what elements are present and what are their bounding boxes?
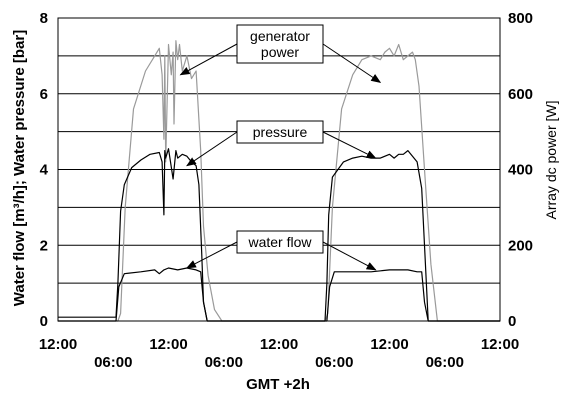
annotation-label: pressure — [253, 124, 308, 140]
right-y-tick-label: 600 — [508, 86, 533, 103]
annotation-label: generator — [250, 28, 310, 44]
x-tick-label: 12:00 — [260, 336, 298, 353]
annotation-arrow — [322, 241, 377, 271]
right-y-tick-label: 400 — [508, 162, 533, 179]
left-y-axis-label: Water flow [m³/h]; Water pressure [bar] — [11, 30, 28, 306]
x-tick-label: 06:00 — [94, 354, 132, 371]
right-y-tick-labels: 0 200 400 600 800 — [508, 10, 533, 330]
annotation-arrow — [322, 43, 382, 83]
annotation-label: water flow — [247, 234, 312, 250]
right-y-axis-label: Array dc power [W] — [543, 100, 559, 219]
annotation-label: power — [261, 44, 299, 60]
right-y-tick-label: 0 — [508, 313, 516, 330]
left-y-tick-label: 8 — [40, 10, 48, 27]
plot-area-frame — [57, 17, 501, 322]
annotation-arrow — [179, 43, 238, 76]
series-line-power — [58, 40, 500, 322]
annotation-arrow — [322, 131, 377, 159]
series-line-pressure — [58, 148, 500, 322]
x-tick-label: 06:00 — [205, 354, 243, 371]
left-y-tick-label: 4 — [40, 162, 49, 179]
x-tick-label: 12:00 — [370, 336, 408, 353]
x-tick-label: 12:00 — [481, 336, 519, 353]
series-line-flow — [58, 267, 500, 322]
x-tick-labels: 12:00 12:00 12:00 12:00 12:00 06:00 06:00 06:00… — [39, 336, 519, 371]
x-tick-label: 06:00 — [315, 354, 353, 371]
annotation-arrow — [186, 241, 238, 269]
x-axis-label: GMT +2h — [246, 376, 310, 393]
left-y-tick-label: 0 — [40, 313, 48, 330]
left-y-tick-labels: 0 2 4 6 8 — [40, 10, 49, 330]
left-y-tick-label: 6 — [40, 86, 48, 103]
x-tick-label: 12:00 — [149, 336, 187, 353]
annotation-arrow — [186, 131, 238, 167]
series-lines — [58, 40, 500, 322]
left-y-tick-label: 2 — [40, 237, 48, 254]
x-tick-label: 06:00 — [426, 354, 464, 371]
x-tick-label: 12:00 — [39, 336, 77, 353]
right-y-tick-label: 800 — [508, 10, 533, 27]
right-y-tick-label: 200 — [508, 237, 533, 254]
